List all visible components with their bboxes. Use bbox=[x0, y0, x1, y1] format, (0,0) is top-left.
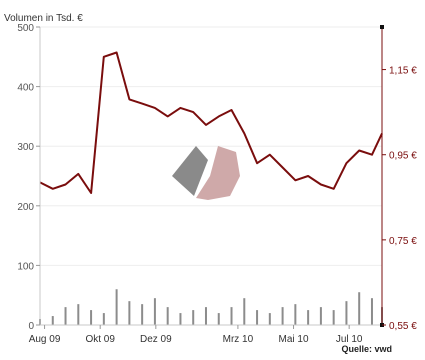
volume-bar bbox=[90, 310, 93, 325]
volume-bar bbox=[319, 307, 322, 325]
volume-bar bbox=[153, 298, 156, 325]
source-label: Quelle: vwd bbox=[341, 344, 392, 354]
left-tick-label: 300 bbox=[17, 142, 34, 153]
left-tick-label: 500 bbox=[17, 23, 34, 34]
volume-bar bbox=[166, 307, 169, 325]
volume-bar bbox=[370, 298, 373, 325]
axes bbox=[36, 25, 386, 329]
price-line-layer bbox=[39, 51, 383, 194]
right-tick-label: 0,75 € bbox=[389, 236, 417, 247]
volume-bar bbox=[307, 310, 310, 325]
x-tick-label: Okt 09 bbox=[85, 334, 115, 345]
x-tick-label: Dez 09 bbox=[140, 334, 172, 345]
volume-bars bbox=[39, 289, 383, 325]
volume-bar bbox=[51, 316, 54, 325]
volume-bar bbox=[230, 307, 233, 325]
x-tick-label: Mai 10 bbox=[279, 334, 309, 345]
left-tick-label: 100 bbox=[17, 261, 34, 272]
volume-bar bbox=[345, 301, 348, 325]
volume-bar bbox=[179, 313, 182, 325]
volume-bar bbox=[243, 298, 246, 325]
volume-bar bbox=[217, 313, 220, 325]
volume-bar bbox=[102, 313, 105, 325]
left-tick-label: 200 bbox=[17, 202, 34, 213]
x-tick-label: Aug 09 bbox=[29, 334, 61, 345]
right-tick-label: 0,95 € bbox=[389, 151, 417, 162]
volume-bar bbox=[332, 310, 335, 325]
volume-bar bbox=[256, 310, 259, 325]
volume-bar bbox=[192, 310, 195, 325]
volume-bar bbox=[141, 304, 144, 325]
right-tick-label: 0,55 € bbox=[389, 321, 417, 332]
left-tick-label: 400 bbox=[17, 83, 34, 94]
volume-bar bbox=[358, 292, 361, 325]
x-tick-label: Mrz 10 bbox=[223, 334, 254, 345]
volume-bar bbox=[128, 301, 131, 325]
grid-lines bbox=[40, 26, 382, 266]
x-tick-label: Jul 10 bbox=[336, 334, 363, 345]
axis-labels: 0 100 200 300 400 500 0,55 € 0,75 € 0,95 € 1,15 €… bbox=[17, 23, 417, 345]
volume-bar bbox=[64, 307, 67, 325]
volume-bar bbox=[204, 307, 207, 325]
volume-bar bbox=[115, 289, 118, 325]
left-tick-label: 0 bbox=[28, 321, 34, 332]
volume-bar bbox=[294, 304, 297, 325]
price-line bbox=[39, 51, 383, 194]
axis-end-marker bbox=[380, 25, 384, 29]
volume-bar bbox=[77, 304, 80, 325]
y-axis-title: Volumen in Tsd. € bbox=[4, 13, 83, 24]
volume-bar bbox=[268, 313, 271, 325]
watermark-logo bbox=[172, 146, 240, 200]
right-tick-label: 1,15 € bbox=[389, 66, 417, 77]
volume-bar bbox=[281, 307, 284, 325]
